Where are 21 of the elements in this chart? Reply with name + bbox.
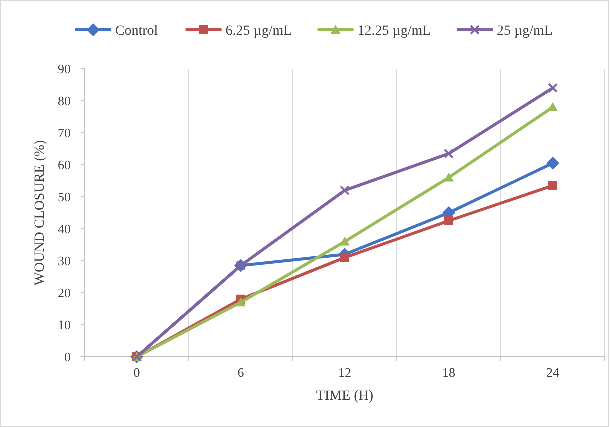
x-axis-title: TIME (H) xyxy=(316,389,374,404)
y-tick-label: 30 xyxy=(58,254,71,269)
y-tick-label: 50 xyxy=(58,190,71,205)
legend-label: Control xyxy=(115,24,158,39)
legend-label: 25 µg/mL xyxy=(497,24,553,39)
y-tick-label: 90 xyxy=(58,62,71,77)
y-tick-label: 60 xyxy=(58,158,71,173)
y-tick-label: 40 xyxy=(58,222,71,237)
y-tick-label: 80 xyxy=(58,94,71,109)
x-tick-label: 6 xyxy=(238,365,245,380)
y-tick-label: 10 xyxy=(58,318,71,333)
y-tick-label: 0 xyxy=(64,350,71,365)
x-tick-label: 24 xyxy=(546,365,560,380)
y-tick-label: 70 xyxy=(58,126,71,141)
legend-label: 12.25 µg/mL xyxy=(358,24,432,39)
y-tick-label: 20 xyxy=(58,286,71,301)
legend-label: 6.25 µg/mL xyxy=(226,24,292,39)
x-tick-label: 18 xyxy=(442,365,456,380)
x-tick-label: 0 xyxy=(134,365,140,380)
y-axis-title: WOUND CLOSURE (%) xyxy=(33,140,48,286)
x-tick-label: 12 xyxy=(338,365,352,380)
